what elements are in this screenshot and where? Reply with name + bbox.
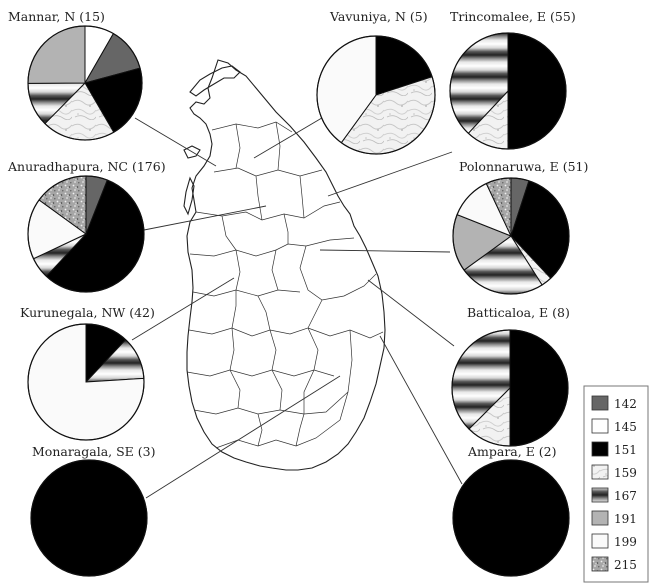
legend-swatch-159	[591, 464, 609, 480]
leader-trincomalee	[327, 151, 453, 197]
jaffna-peninsula	[189, 65, 241, 97]
pie-title-monaragala: Monaragala, SE (3)	[32, 444, 155, 459]
pie-kurunegala: Kurunegala, NW (42)	[20, 305, 155, 441]
island-map	[183, 59, 386, 471]
pie-slice-mannar-191	[27, 25, 86, 84]
pie-title-anuradhapura: Anuradhapura, NC (176)	[7, 159, 166, 174]
pie-vavuniya: Vavuniya, N (5)	[316, 9, 436, 155]
pie-outline-mannar	[27, 25, 143, 141]
pie-batticaloa: Batticaloa, E (8)	[451, 305, 570, 447]
legend-label-199: 199	[614, 535, 637, 549]
pie-outline-polonnaruwa	[452, 177, 570, 295]
kalpitiya-spit	[183, 176, 195, 216]
legend-swatch-142	[591, 395, 609, 411]
district-boundaries	[186, 121, 384, 449]
pie-title-polonnaruwa: Polonnaruwa, E (51)	[459, 159, 588, 174]
pie-monaragala: Monaragala, SE (3)	[30, 444, 155, 577]
mannar-island	[183, 145, 201, 159]
legend-label-151: 151	[614, 443, 637, 457]
leader-lines	[131, 111, 463, 499]
legend-label-145: 145	[614, 420, 637, 434]
island-outline	[186, 59, 386, 471]
pie-trincomalee: Trincomalee, E (55)	[449, 9, 576, 150]
legend-swatch-145	[591, 418, 609, 434]
pie-title-mannar: Mannar, N (15)	[8, 9, 105, 24]
legend-label-167: 167	[614, 489, 637, 503]
pie-outline-trincomalee	[449, 32, 567, 150]
legend-swatch-199	[591, 533, 609, 549]
pie-title-trincomalee: Trincomalee, E (55)	[450, 9, 576, 24]
pie-outline-batticaloa	[451, 329, 569, 447]
legend-label-191: 191	[614, 512, 637, 526]
pie-outline-anuradhapura	[27, 175, 145, 293]
pie-title-ampara: Ampara, E (2)	[467, 444, 557, 459]
legend-label-159: 159	[614, 466, 637, 480]
legend: 142 145 151 159 167 191 199 215	[583, 385, 649, 583]
pie-title-vavuniya: Vavuniya, N (5)	[329, 9, 428, 24]
legend-swatch-167	[591, 487, 609, 503]
pie-outline-ampara	[452, 459, 570, 577]
leader-anuradhapura	[143, 205, 267, 231]
pie-anuradhapura: Anuradhapura, NC (176)	[7, 159, 166, 293]
legend-swatch-151	[591, 441, 609, 457]
pie-slice-trincomalee-151	[507, 32, 567, 150]
pie-mannar: Mannar, N (15)	[8, 9, 143, 141]
leader-kurunegala	[131, 277, 235, 341]
leader-polonnaruwa	[319, 249, 451, 253]
leader-monaragala	[145, 375, 341, 499]
pie-outline-kurunegala	[27, 323, 145, 441]
leader-ampara	[379, 335, 463, 485]
leader-mannar	[134, 117, 217, 167]
pie-title-batticaloa: Batticaloa, E (8)	[467, 305, 570, 320]
pie-title-kurunegala: Kurunegala, NW (42)	[20, 305, 155, 320]
pie-outline-monaragala	[30, 459, 148, 577]
pie-polonnaruwa: Polonnaruwa, E (51)	[452, 159, 588, 295]
leader-batticaloa	[367, 279, 455, 347]
leader-vavuniya	[253, 111, 333, 159]
legend-swatch-191	[591, 510, 609, 526]
pie-outline-vavuniya	[316, 35, 436, 155]
legend-label-215: 215	[614, 558, 637, 572]
legend-swatch-215	[591, 556, 609, 572]
legend-label-142: 142	[614, 397, 637, 411]
pie-ampara: Ampara, E (2)	[452, 444, 570, 577]
pie-slice-batticaloa-151	[509, 329, 569, 447]
legend-box	[583, 385, 649, 583]
